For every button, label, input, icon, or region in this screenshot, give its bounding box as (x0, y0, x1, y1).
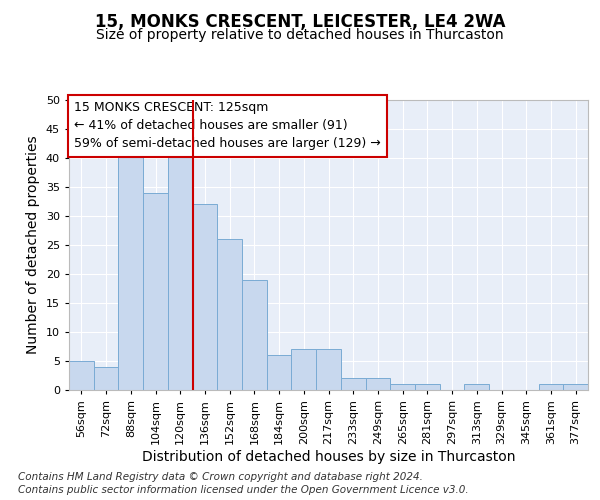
Bar (365, 378, 390, 390)
Bar (390, 384, 415, 390)
Bar (539, 384, 563, 390)
Text: Contains HM Land Registry data © Crown copyright and database right 2024.: Contains HM Land Registry data © Crown c… (18, 472, 423, 482)
Bar (69, 361, 94, 390)
Bar (94, 367, 118, 390)
Bar (267, 355, 292, 390)
Bar (143, 193, 168, 390)
Bar (242, 280, 267, 390)
X-axis label: Distribution of detached houses by size in Thurcaston: Distribution of detached houses by size … (142, 450, 515, 464)
Text: Size of property relative to detached houses in Thurcaston: Size of property relative to detached ho… (96, 28, 504, 42)
Bar (316, 350, 341, 390)
Bar (193, 204, 217, 390)
Text: Contains public sector information licensed under the Open Government Licence v3: Contains public sector information licen… (18, 485, 469, 495)
Bar (292, 350, 316, 390)
Bar (168, 152, 193, 390)
Bar (217, 239, 242, 390)
Bar (341, 378, 365, 390)
Bar (118, 152, 143, 390)
Bar (464, 384, 489, 390)
Bar (415, 384, 440, 390)
Bar (563, 384, 588, 390)
Text: 15 MONKS CRESCENT: 125sqm
← 41% of detached houses are smaller (91)
59% of semi-: 15 MONKS CRESCENT: 125sqm ← 41% of detac… (74, 102, 381, 150)
Y-axis label: Number of detached properties: Number of detached properties (26, 136, 40, 354)
Text: 15, MONKS CRESCENT, LEICESTER, LE4 2WA: 15, MONKS CRESCENT, LEICESTER, LE4 2WA (95, 12, 505, 30)
